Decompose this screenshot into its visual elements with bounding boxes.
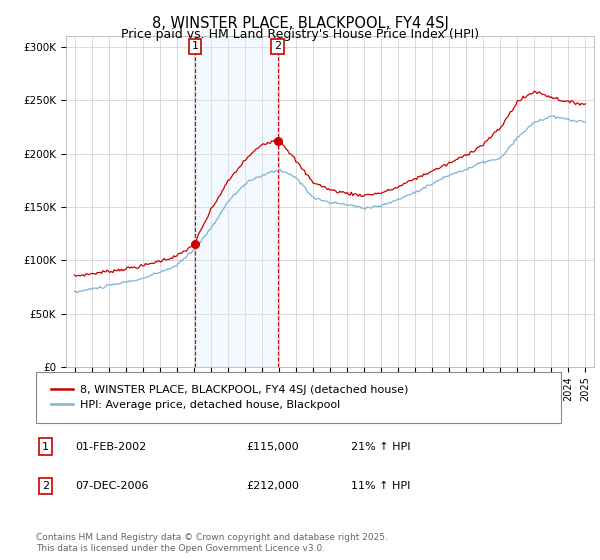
Text: 1: 1 — [191, 41, 199, 52]
FancyBboxPatch shape — [36, 372, 561, 423]
Text: Contains HM Land Registry data © Crown copyright and database right 2025.
This d: Contains HM Land Registry data © Crown c… — [36, 533, 388, 553]
Text: £212,000: £212,000 — [246, 481, 299, 491]
Text: 1: 1 — [42, 442, 49, 451]
Text: Price paid vs. HM Land Registry's House Price Index (HPI): Price paid vs. HM Land Registry's House … — [121, 28, 479, 41]
Text: 2: 2 — [274, 41, 281, 52]
Text: 8, WINSTER PLACE, BLACKPOOL, FY4 4SJ: 8, WINSTER PLACE, BLACKPOOL, FY4 4SJ — [152, 16, 448, 31]
Text: 07-DEC-2006: 07-DEC-2006 — [76, 481, 149, 491]
Text: £115,000: £115,000 — [246, 442, 299, 451]
Text: 11% ↑ HPI: 11% ↑ HPI — [351, 481, 410, 491]
Text: 2: 2 — [42, 481, 49, 491]
Legend: 8, WINSTER PLACE, BLACKPOOL, FY4 4SJ (detached house), HPI: Average price, detac: 8, WINSTER PLACE, BLACKPOOL, FY4 4SJ (de… — [47, 380, 413, 415]
Text: 21% ↑ HPI: 21% ↑ HPI — [351, 442, 410, 451]
Bar — [195, 36, 278, 367]
Text: 01-FEB-2002: 01-FEB-2002 — [76, 442, 146, 451]
